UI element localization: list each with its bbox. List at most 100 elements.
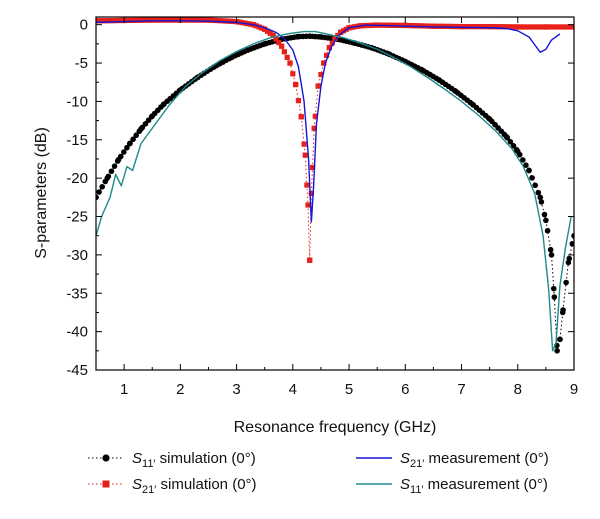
data-point [203, 17, 209, 23]
data-point [104, 18, 110, 24]
data-point [543, 24, 549, 30]
data-point [489, 24, 496, 30]
data-point [96, 18, 99, 24]
data-point [544, 227, 551, 234]
x-tick-label: 1 [120, 381, 128, 398]
data-point [144, 17, 150, 23]
data-point [126, 140, 133, 147]
y-axis-title: S-parameters (dB) [33, 127, 50, 259]
data-point [115, 17, 122, 24]
data-point [217, 18, 223, 24]
legend-marker [102, 454, 110, 462]
data-point [515, 24, 521, 30]
x-axis-title: Resonance frequency (GHz) [234, 419, 437, 436]
y-tick-label: -25 [66, 209, 88, 226]
data-point [551, 294, 558, 300]
data-point [194, 17, 200, 23]
data-point [104, 175, 111, 181]
data-point [290, 71, 296, 77]
data-point [411, 23, 417, 29]
data-point [110, 18, 116, 24]
data-point [550, 285, 557, 292]
data-point [537, 194, 544, 201]
data-point [228, 54, 234, 61]
data-point [475, 23, 481, 30]
y-tick-label: -15 [66, 132, 88, 149]
data-point [436, 77, 442, 83]
data-point [225, 18, 231, 24]
data-point [560, 24, 566, 30]
data-point [329, 40, 335, 46]
data-point [529, 24, 535, 30]
data-point [155, 17, 161, 23]
data-point [487, 23, 493, 30]
data-point [264, 28, 271, 34]
data-point [506, 24, 512, 30]
axis-layer: 1 2 3 4 5 6 7 8 9 0 -5 -10 -15 -20 -25 -30 -35 -40 -45 [66, 17, 578, 398]
x-tick-label: 9 [570, 381, 578, 398]
data-point [557, 336, 563, 343]
data-point [332, 35, 338, 42]
data-point [568, 24, 574, 30]
data-point [554, 348, 560, 354]
y-tick-label: -10 [66, 93, 88, 110]
data-point [510, 143, 517, 149]
data-point [439, 23, 445, 29]
data-point [509, 24, 515, 30]
data-point [340, 28, 347, 34]
y-tick-label: -45 [66, 362, 88, 379]
data-point [469, 101, 476, 108]
data-point [256, 24, 262, 30]
legend-marker [102, 480, 110, 488]
series-line [96, 20, 561, 223]
data-point [295, 33, 302, 40]
data-point [540, 24, 546, 30]
data-point [127, 17, 133, 23]
data-point [402, 22, 408, 29]
legend-label: S11′ measurement (0°) [400, 476, 548, 496]
data-point [158, 17, 164, 23]
data-point [326, 45, 332, 51]
data-point [563, 279, 569, 286]
data-point [535, 189, 542, 196]
data-point [222, 18, 228, 24]
data-point [99, 183, 105, 190]
data-point [311, 125, 317, 131]
data-point [107, 18, 113, 24]
data-point [532, 182, 538, 189]
data-point [484, 23, 490, 30]
data-point [302, 152, 308, 158]
data-point [273, 36, 279, 42]
data-point [295, 98, 302, 104]
x-tick-label: 2 [176, 381, 184, 398]
data-point [118, 17, 124, 24]
data-point [501, 24, 507, 30]
data-point [433, 23, 439, 29]
data-point [99, 18, 105, 24]
data-point [413, 23, 420, 29]
data-point [307, 257, 313, 263]
data-point [529, 175, 535, 181]
data-point [565, 24, 571, 30]
data-point [569, 240, 574, 247]
data-point [281, 49, 287, 55]
data-point [338, 29, 344, 35]
data-point [124, 17, 130, 24]
data-point [472, 23, 479, 30]
data-point [514, 148, 521, 155]
data-point [538, 199, 545, 205]
data-point [169, 17, 175, 23]
data-point [461, 23, 467, 30]
y-tick-label: -20 [66, 170, 88, 187]
data-point [96, 18, 102, 24]
data-point [308, 190, 314, 197]
series-layer [96, 17, 574, 354]
data-point [532, 24, 538, 30]
data-point [211, 17, 217, 23]
data-point [481, 23, 487, 30]
data-point [205, 17, 212, 23]
data-point [101, 18, 108, 24]
legend-label: S21′ measurement (0°) [400, 450, 549, 470]
data-point [323, 52, 330, 58]
data-point [172, 17, 178, 23]
